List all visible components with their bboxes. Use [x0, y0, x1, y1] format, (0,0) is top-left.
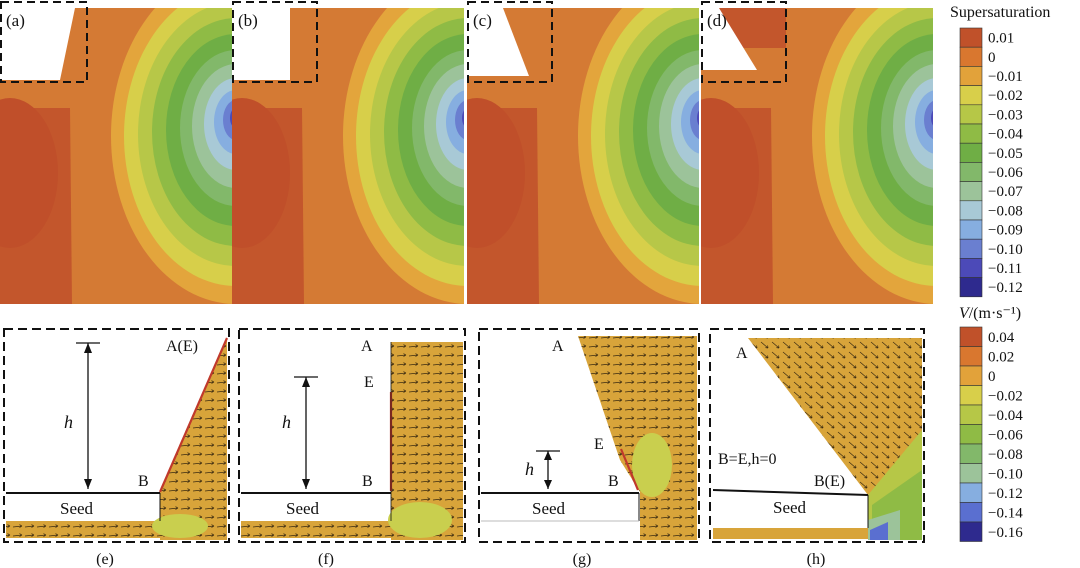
legend-swatch	[959, 238, 983, 259]
panel-g: A E B h Seed (g)	[478, 328, 700, 568]
legend-swatch	[959, 277, 983, 298]
panel-e: A(E) B h Seed (e)	[3, 328, 230, 568]
panel-label: (d)	[707, 11, 727, 30]
legend-tick-label: 0.01	[988, 31, 1014, 47]
legend-swatch	[959, 200, 983, 221]
legend-swatch	[959, 104, 983, 125]
legend-tick-label: −0.12	[988, 486, 1023, 502]
panel-label: (b)	[238, 11, 258, 30]
legend-tick-label: −0.11	[988, 261, 1022, 277]
panel-label: (c)	[473, 11, 492, 30]
legend-tick-label: −0.04	[988, 127, 1023, 143]
legend-tick-label: −0.04	[988, 408, 1023, 424]
panel-h: A B=E,h=0 B(E) Seed (h)	[709, 328, 925, 568]
point-label-b: B	[138, 473, 149, 490]
point-label-a: A	[736, 345, 748, 362]
panel-label: (a)	[6, 11, 25, 30]
legend-tick-label: 0.04	[988, 330, 1015, 346]
legend-tick-label: 0.02	[988, 349, 1014, 365]
seed-label: Seed	[60, 499, 94, 518]
legend-tick-label: −0.16	[988, 525, 1023, 541]
legend-tick-label: −0.02	[988, 388, 1023, 404]
legend-swatch	[959, 27, 983, 48]
legend-swatch	[959, 66, 983, 86]
legend-tick-label: −0.01	[988, 69, 1023, 85]
legend-title-unit: /(m·s⁻¹)	[969, 305, 1021, 322]
zoom-box	[0, 1, 88, 83]
panel-b: (b)	[232, 1, 464, 304]
legend-tick-label: −0.03	[988, 107, 1023, 123]
legend-tick-label: −0.12	[988, 280, 1023, 296]
legend-swatch	[959, 219, 983, 240]
legend-swatch	[959, 346, 983, 367]
legend-tick-label: −0.08	[988, 203, 1023, 219]
legend-swatch	[959, 365, 983, 386]
seed-label: Seed	[286, 499, 320, 518]
legend-swatch	[959, 46, 983, 67]
panel-a: (a)	[0, 1, 232, 304]
legend-tick-label: 0	[988, 50, 996, 66]
legend-tick-label: −0.02	[988, 88, 1023, 104]
legend-tick-label: −0.09	[988, 223, 1023, 239]
legend-velocity: V/(m·s⁻¹) 0.04 0.02 0 −0.02 −0.04 −0.06 −0.08 −…	[959, 305, 1023, 542]
legend-tick-label: −0.08	[988, 447, 1023, 463]
legend-swatch	[959, 142, 983, 163]
panel-caption: (f)	[318, 551, 334, 568]
zoom-box	[701, 1, 787, 83]
legend-title: Supersaturation	[950, 4, 1050, 21]
legend-swatch	[959, 404, 983, 425]
legend-swatch	[959, 385, 983, 406]
panel-caption: (h)	[807, 551, 826, 568]
annotation: B=E,h=0	[718, 451, 777, 468]
legend-title: V/(m·s⁻¹)	[959, 305, 1021, 322]
panel-d: (d)	[701, 1, 933, 304]
legend-tick-label: −0.05	[988, 146, 1023, 162]
seed-label: Seed	[532, 499, 566, 518]
legend-tick-label: −0.14	[988, 505, 1023, 521]
legend-swatch	[959, 463, 983, 484]
panel-c: (c)	[467, 1, 699, 304]
point-label-b: B	[608, 473, 619, 490]
legend-tick-label: −0.06	[988, 427, 1023, 443]
legend-swatch	[959, 502, 983, 523]
panel-caption: (e)	[96, 551, 114, 568]
panel-caption: (g)	[573, 551, 592, 568]
legend-swatch	[959, 443, 983, 464]
legend-swatch	[959, 482, 983, 503]
legend-title-variable: V	[959, 305, 971, 322]
legend-tick-label: −0.06	[988, 165, 1023, 181]
zoom-box	[232, 1, 318, 83]
legend-swatch	[959, 258, 983, 278]
point-label-a: A	[361, 338, 373, 355]
point-label-e: E	[594, 436, 604, 453]
point-label-b: B	[362, 473, 373, 490]
seed-label: Seed	[773, 498, 807, 517]
height-label: h	[282, 412, 291, 432]
point-label-a: A(E)	[166, 338, 198, 355]
legend-tick-label: −0.10	[988, 242, 1023, 258]
point-label-b: B(E)	[814, 473, 845, 490]
zoom-box	[467, 1, 553, 83]
legend-swatch	[959, 85, 983, 106]
point-label-e: E	[364, 374, 374, 391]
legend-supersaturation: Supersaturation 0.01 0 −0.01 −0.02 −0.03 −0.0…	[950, 4, 1050, 298]
legend-swatch	[959, 181, 983, 202]
legend-swatch	[959, 521, 983, 542]
legend-tick-label: 0	[988, 369, 996, 385]
panel-f: A E B h Seed (f)	[238, 328, 466, 568]
legend-swatch	[959, 162, 983, 182]
point-label-a: A	[552, 338, 564, 355]
legend-swatch	[959, 123, 983, 144]
legend-swatch	[959, 424, 983, 445]
legend-tick-label: −0.07	[988, 184, 1023, 200]
legend-tick-label: −0.10	[988, 466, 1023, 482]
height-label: h	[64, 412, 73, 432]
height-label: h	[525, 459, 534, 479]
legend-swatch	[959, 326, 983, 347]
